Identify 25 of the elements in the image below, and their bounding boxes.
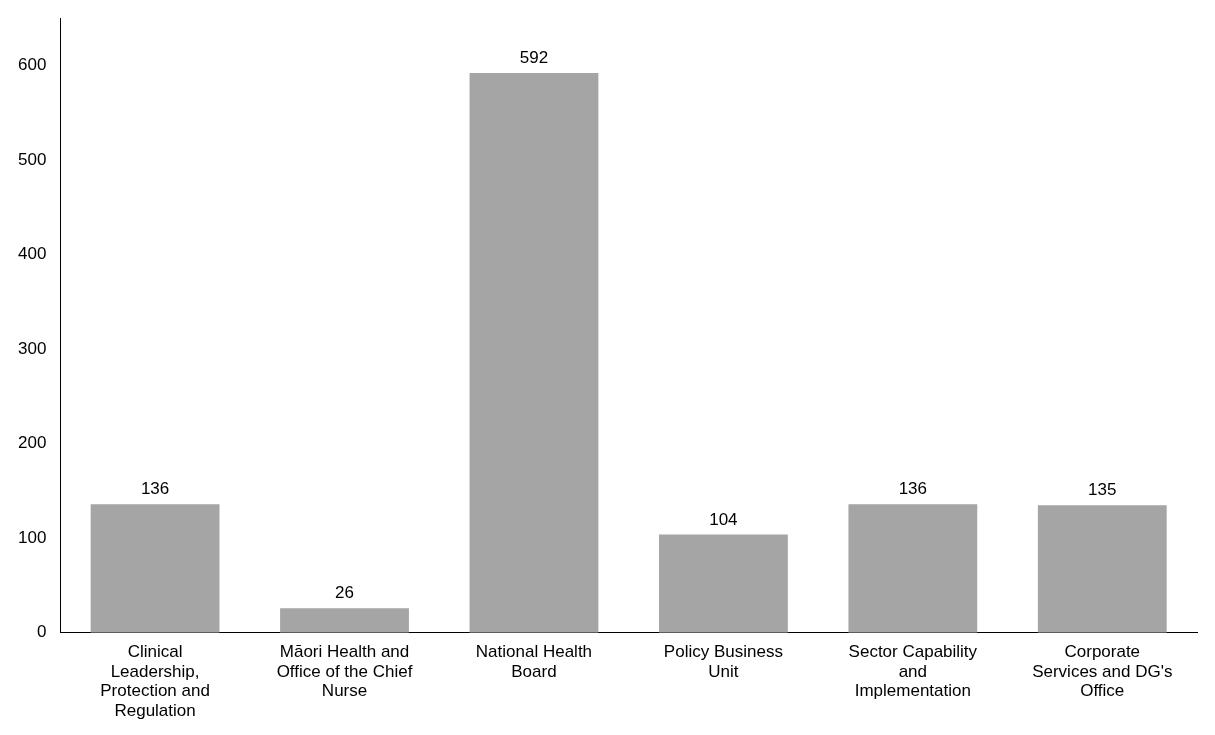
y-tick-label: 200 (17, 433, 47, 453)
bar (658, 534, 788, 633)
x-tick-label: Policy Business Unit (663, 642, 783, 681)
bar (469, 73, 599, 633)
x-tick-label: Clinical Leadership, Protection and Regulation (100, 642, 210, 720)
data-label: 135 (1088, 480, 1117, 500)
bar (280, 608, 409, 633)
x-tick-label: Corporate Services and DG's Office (1032, 642, 1173, 701)
bar (1037, 505, 1167, 633)
y-tick-label: 600 (17, 55, 47, 75)
bar (90, 504, 220, 633)
data-label: 136 (898, 479, 928, 499)
data-label: 136 (140, 479, 170, 499)
data-label: 592 (519, 48, 549, 68)
y-tick-label: 100 (17, 527, 47, 547)
y-tick-label: 500 (17, 149, 47, 169)
x-tick-label: National Health Board (475, 642, 593, 681)
x-tick-label: Sector Capability and Implementation (848, 642, 978, 701)
data-label: 104 (709, 509, 738, 529)
data-label: 26 (335, 583, 354, 603)
y-tick-label: 0 (36, 622, 47, 642)
bar (848, 504, 978, 633)
x-tick-label: Māori Health and Office of the Chief Nurse (276, 642, 413, 701)
y-tick-label: 400 (17, 244, 47, 264)
y-tick-label: 300 (17, 338, 47, 358)
